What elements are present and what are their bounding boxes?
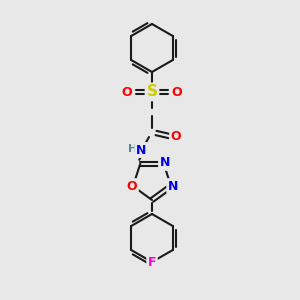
Text: O: O: [127, 180, 137, 193]
Text: S: S: [146, 85, 158, 100]
Text: N: N: [168, 180, 178, 193]
Text: O: O: [122, 85, 132, 98]
Text: F: F: [148, 256, 156, 268]
Text: H: H: [128, 144, 138, 154]
Text: N: N: [160, 156, 170, 169]
Text: N: N: [136, 143, 146, 157]
Text: O: O: [172, 85, 182, 98]
Text: O: O: [171, 130, 181, 143]
